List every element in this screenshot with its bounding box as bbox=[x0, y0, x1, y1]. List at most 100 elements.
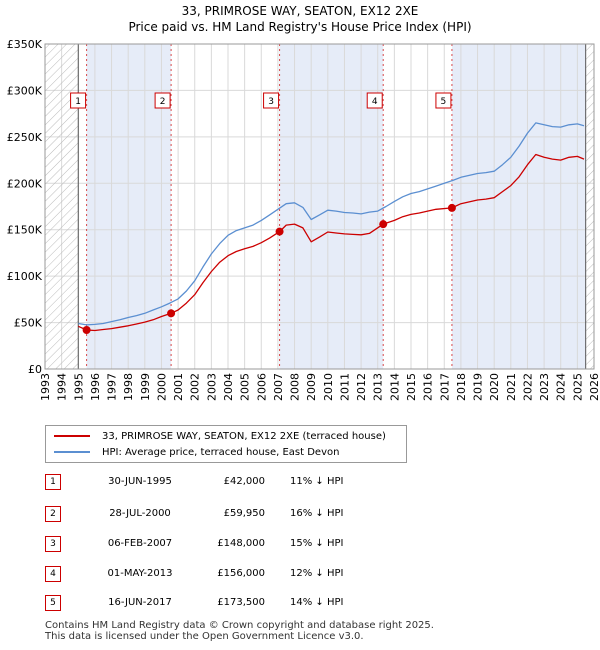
x-tick-label: 2016 bbox=[422, 373, 435, 401]
y-tick-label: £300K bbox=[7, 84, 43, 97]
x-tick-label: 2019 bbox=[472, 373, 485, 401]
x-tick-label: 2010 bbox=[322, 373, 335, 401]
y-tick-label: £250K bbox=[7, 131, 43, 144]
x-tick-label: 1994 bbox=[56, 373, 69, 401]
legend-label-property: 33, PRIMROSE WAY, SEATON, EX12 2XE (terr… bbox=[102, 430, 386, 442]
transaction-row: 5 16-JUN-2017 £173,500 14% ↓ HPI bbox=[45, 595, 445, 613]
shaded-band bbox=[279, 44, 384, 369]
y-tick-label: £150K bbox=[7, 224, 43, 237]
y-tick-label: £0 bbox=[28, 363, 42, 376]
footer-copyright: Contains HM Land Registry data © Crown c… bbox=[45, 620, 434, 631]
x-tick-label: 2011 bbox=[338, 373, 351, 401]
x-tick-label: 2026 bbox=[588, 373, 600, 401]
series-line-property bbox=[78, 153, 585, 332]
x-tick-label: 2015 bbox=[405, 373, 418, 401]
transaction-hpi: 12% ↓ HPI bbox=[290, 568, 344, 579]
series-line-hpi bbox=[78, 122, 585, 326]
legend-swatch-red bbox=[54, 435, 90, 437]
transaction-hpi: 16% ↓ HPI bbox=[290, 508, 344, 519]
transaction-row: 3 06-FEB-2007 £148,000 15% ↓ HPI bbox=[45, 536, 445, 554]
legend-item-hpi: HPI: Average price, terraced house, East… bbox=[54, 445, 339, 459]
chart-subtitle: Price paid vs. HM Land Registry's House … bbox=[128, 20, 472, 34]
x-tick-label: 2018 bbox=[455, 373, 468, 401]
transaction-hpi: 14% ↓ HPI bbox=[290, 597, 344, 608]
x-tick-label: 2023 bbox=[538, 373, 551, 401]
y-tick-label: £200K bbox=[7, 177, 43, 190]
transaction-dot bbox=[275, 227, 284, 236]
transaction-price: £148,000 bbox=[217, 538, 265, 549]
transaction-row: 4 01-MAY-2013 £156,000 12% ↓ HPI bbox=[45, 566, 445, 584]
transaction-row: 1 30-JUN-1995 £42,000 11% ↓ HPI bbox=[45, 474, 445, 492]
hatch-region-end bbox=[585, 44, 594, 369]
transaction-marker-label: 2 bbox=[160, 97, 166, 107]
legend-label-hpi: HPI: Average price, terraced house, East… bbox=[102, 446, 340, 458]
transaction-marker-label: 1 bbox=[75, 97, 81, 107]
x-tick-label: 1995 bbox=[72, 373, 85, 401]
transaction-marker-label: 5 bbox=[441, 97, 447, 107]
transaction-marker-box bbox=[70, 92, 87, 109]
legend-item-property: 33, PRIMROSE WAY, SEATON, EX12 2XE (terr… bbox=[54, 429, 386, 443]
transaction-price: £173,500 bbox=[217, 597, 265, 608]
transaction-marker-box bbox=[435, 92, 452, 109]
transaction-number: 3 bbox=[45, 536, 61, 552]
x-tick-label: 1999 bbox=[139, 373, 152, 401]
transaction-marker-label: 4 bbox=[372, 97, 378, 107]
y-tick-label: £50K bbox=[14, 317, 43, 330]
transaction-date: 06-FEB-2007 bbox=[107, 538, 173, 549]
transaction-marker-box bbox=[263, 92, 280, 109]
x-tick-label: 2004 bbox=[222, 373, 235, 401]
transaction-dot bbox=[82, 326, 91, 334]
x-tick-label: 2024 bbox=[555, 373, 568, 401]
transaction-price: £156,000 bbox=[217, 568, 265, 579]
x-tick-label: 2005 bbox=[239, 373, 252, 401]
x-tick-label: 2012 bbox=[355, 373, 368, 401]
transaction-dot bbox=[379, 220, 388, 229]
transaction-marker-box bbox=[154, 92, 171, 109]
x-tick-label: 1997 bbox=[106, 373, 119, 401]
legend-swatch-blue bbox=[54, 451, 90, 453]
x-tick-label: 2025 bbox=[571, 373, 584, 401]
chart-title: 33, PRIMROSE WAY, SEATON, EX12 2XE bbox=[181, 4, 419, 18]
x-tick-label: 1998 bbox=[122, 373, 135, 401]
x-tick-label: 1993 bbox=[39, 373, 52, 401]
x-tick-label: 2017 bbox=[438, 373, 451, 401]
x-tick-label: 2009 bbox=[305, 373, 318, 401]
x-tick-label: 2013 bbox=[372, 373, 385, 401]
x-tick-label: 2020 bbox=[488, 373, 501, 401]
x-tick-label: 2014 bbox=[388, 373, 401, 401]
y-tick-label: £350K bbox=[7, 38, 43, 51]
footer: Contains HM Land Registry data © Crown c… bbox=[45, 620, 434, 642]
transaction-hpi: 15% ↓ HPI bbox=[290, 538, 344, 549]
x-tick-label: 1996 bbox=[89, 373, 102, 401]
price-chart: 1 2 3 4 5 £0 £50K £100K £150K £200K £250K £300K £35… bbox=[7, 38, 600, 401]
transaction-number: 4 bbox=[45, 566, 61, 582]
transaction-number: 5 bbox=[45, 595, 61, 611]
legend: 33, PRIMROSE WAY, SEATON, EX12 2XE (terr… bbox=[45, 425, 407, 463]
transaction-number: 1 bbox=[45, 474, 61, 490]
x-tick-label: 2003 bbox=[205, 373, 218, 401]
x-tick-label: 2008 bbox=[289, 373, 302, 401]
y-tick-label: £100K bbox=[7, 270, 43, 283]
shaded-band bbox=[451, 44, 586, 369]
x-tick-label: 2021 bbox=[505, 373, 518, 401]
x-tick-label: 2006 bbox=[255, 373, 268, 401]
plot-border bbox=[44, 43, 595, 370]
x-tick-label: 2022 bbox=[521, 373, 534, 401]
transaction-date: 01-MAY-2013 bbox=[107, 568, 173, 579]
transaction-marker-label: 3 bbox=[268, 97, 274, 107]
transaction-dot bbox=[167, 309, 176, 318]
transaction-hpi: 11% ↓ HPI bbox=[290, 476, 344, 487]
transaction-row: 2 28-JUL-2000 £59,950 16% ↓ HPI bbox=[45, 506, 445, 524]
x-tick-label: 2007 bbox=[272, 373, 285, 401]
x-tick-label: 2002 bbox=[189, 373, 202, 401]
x-tick-label: 2000 bbox=[155, 373, 168, 401]
transaction-date: 16-JUN-2017 bbox=[108, 597, 172, 608]
transaction-marker-box bbox=[366, 92, 383, 109]
transaction-dot bbox=[447, 203, 456, 212]
transaction-number: 2 bbox=[45, 506, 61, 522]
x-tick-label: 2001 bbox=[172, 373, 185, 401]
transaction-date: 30-JUN-1995 bbox=[108, 476, 172, 487]
transaction-price: £42,000 bbox=[223, 476, 265, 487]
footer-license: This data is licensed under the Open Gov… bbox=[45, 631, 364, 642]
transaction-price: £59,950 bbox=[223, 508, 265, 519]
